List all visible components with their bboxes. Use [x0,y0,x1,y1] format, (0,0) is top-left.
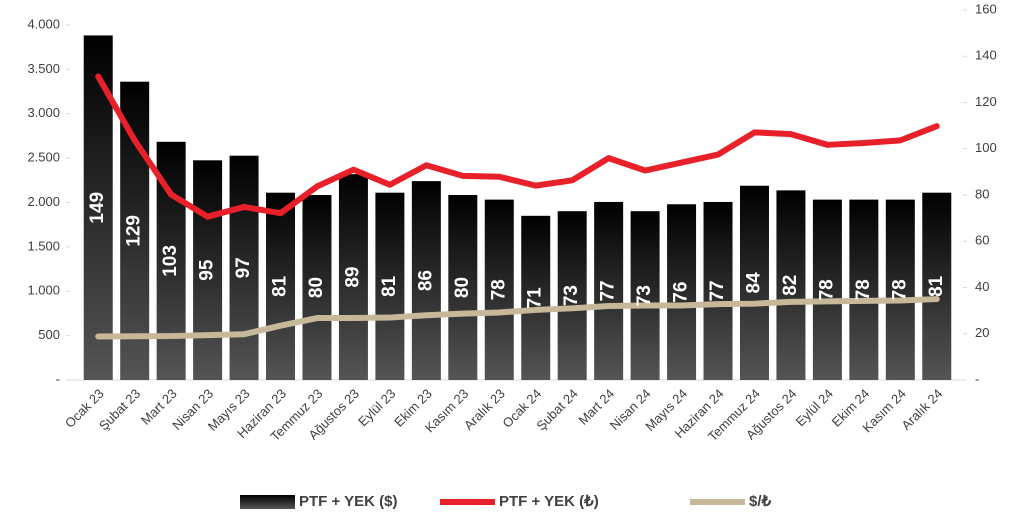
bar [338,174,368,380]
y2-tick-label: 140 [975,48,997,63]
bar [594,201,624,380]
bar [193,160,223,380]
value-label: 71 [525,287,546,309]
bar [776,190,806,380]
bar [849,199,879,380]
value-label: 149 [87,192,108,224]
bar [630,211,660,380]
bar [885,199,915,380]
bar [266,192,296,380]
value-label: 78 [816,279,837,300]
y2-tick-label: 120 [975,94,997,109]
bar [302,195,332,380]
value-label: 86 [415,270,436,291]
bar [375,192,405,380]
value-label: 77 [707,280,728,301]
bar [411,181,441,380]
value-label: 77 [598,280,619,301]
y2-tick-label: - [975,371,979,386]
value-label: 80 [452,277,473,298]
bar [557,211,587,380]
value-label: 82 [780,275,801,296]
value-label: 78 [889,279,910,300]
legend-label: PTF + YEK (₺) [499,493,599,510]
value-label: 78 [488,279,509,300]
value-label: 76 [671,282,692,303]
y2-tick-label: 160 [975,1,997,16]
y-tick-label: 1.000 [27,283,60,298]
y-tick-label: 4.000 [27,16,60,31]
y-tick-label: 3.000 [27,105,60,120]
bar [667,204,697,380]
value-label: 73 [634,285,655,306]
value-label: 97 [233,257,254,278]
line [95,73,940,220]
bar [120,81,150,380]
bar [922,192,952,380]
y2-tick-label: 60 [975,233,989,248]
bar [812,199,842,380]
y-tick-label: 2.500 [27,150,60,165]
value-label: 81 [926,275,947,297]
value-label: 95 [197,259,218,281]
y2-tick-label: 100 [975,140,997,155]
x-tick-label: Aralık 24 [898,386,945,433]
x-tick-label: Eylül 23 [355,386,398,429]
value-label: 73 [561,285,582,306]
value-label: 129 [124,215,145,247]
y2-tick-label: 80 [975,186,989,201]
value-label: 84 [743,272,764,294]
value-label: 80 [306,277,327,298]
x-tick-label: Eylül 24 [793,386,836,429]
x-tick-label: Aralık 23 [461,386,508,433]
value-label: 81 [379,275,400,297]
y-tick-label: 1.500 [27,238,60,253]
bar [484,199,514,380]
legend-label: $/₺ [749,493,772,510]
legend-swatch [240,495,295,509]
y2-tick-label: 40 [975,279,989,294]
y-tick-label: 3.500 [27,61,60,76]
bar [521,215,551,380]
value-label: 81 [270,275,291,297]
bar [229,155,259,380]
y-tick-label: - [56,371,60,386]
bar [703,201,733,380]
bar [448,195,478,380]
line [95,296,940,340]
bar [739,185,769,380]
legend-label: PTF + YEK ($) [299,493,398,510]
value-label: 78 [853,279,874,300]
y-tick-label: 2.000 [27,194,60,209]
y-tick-label: 500 [38,327,60,342]
y2-tick-label: 20 [975,325,989,340]
value-label: 103 [160,245,181,277]
value-label: 89 [342,267,363,288]
